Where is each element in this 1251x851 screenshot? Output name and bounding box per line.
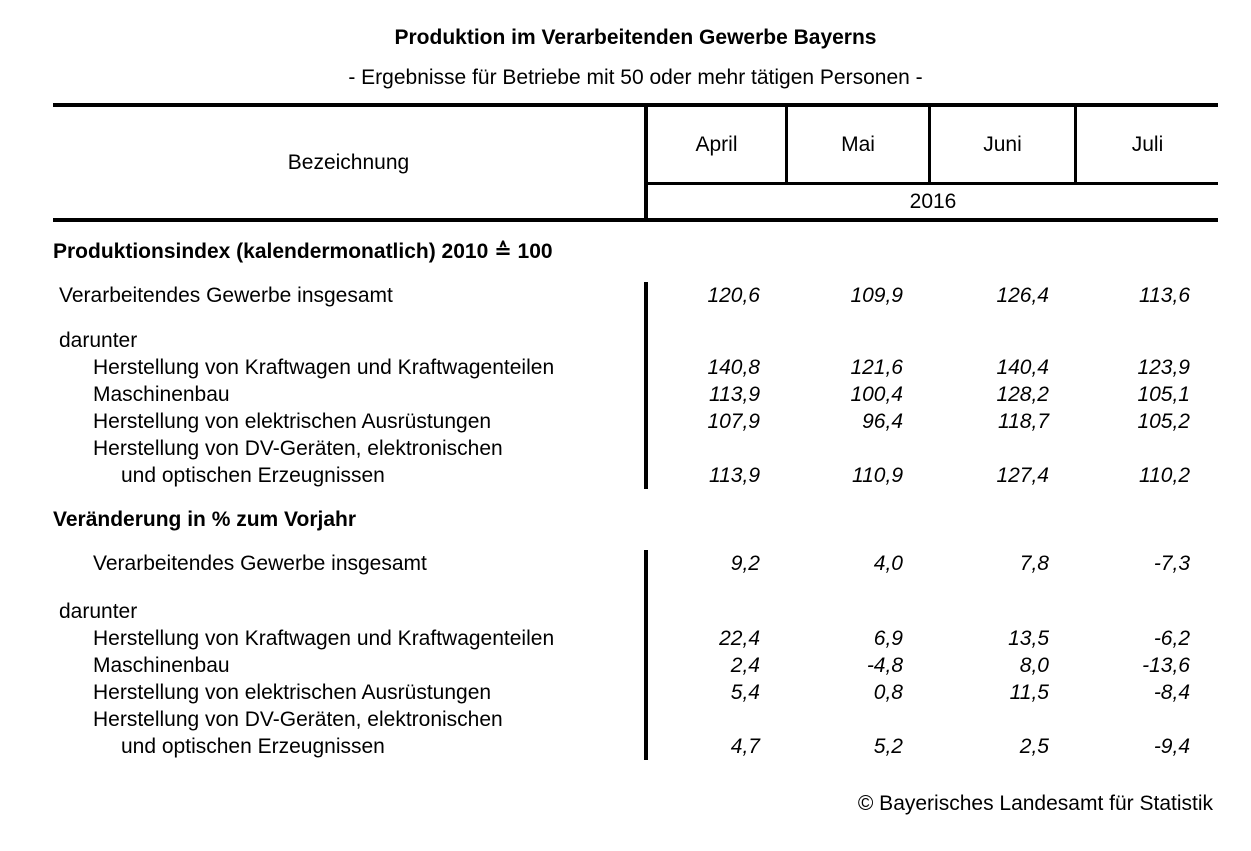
row-spacer-cell [53,309,648,327]
value-cell: 127,4 [996,464,1049,487]
section-body-veraenderung: Verarbeitendes Gewerbe insgesamt 9,2 4,0… [53,550,1218,764]
table-row: Maschinenbau 2,4 -4,8 8,0 -13,6 [53,652,1218,679]
value-cell: 4,0 [873,552,903,575]
table-row: Verarbeitendes Gewerbe insgesamt 9,2 4,0… [53,550,1218,577]
column-header-bezeichnung: Bezeichnung [53,107,648,218]
value-cell: 113,9 [709,383,760,406]
value-cell: 126,4 [996,284,1049,307]
row-spacer [53,309,1218,327]
value-cell: 107,9 [707,410,760,433]
value-cell: 140,8 [707,356,760,379]
value-cell: 8,0 [1019,654,1049,677]
value-cell: -7,3 [1153,552,1190,575]
table-row: Maschinenbau 113,9 100,4 128,2 105,1 [53,381,1218,408]
value-cell: 9,2 [730,552,760,575]
table-row: Herstellung von elektrischen Ausrüstunge… [53,679,1218,706]
row-label: Herstellung von DV-Geräten, elektronisch… [53,706,648,733]
table-row: darunter [53,598,1218,625]
value-cell: 105,2 [1137,410,1190,433]
value-cell: 13,5 [1008,627,1049,650]
table-header: Bezeichnung April Mai Juni Juli 2016 [53,103,1218,222]
month-header-group: April Mai Juni Juli 2016 [648,107,1218,218]
row-label: und optischen Erzeugnissen [53,462,648,489]
row-label: Herstellung von Kraftwagen und Kraftwage… [53,354,648,381]
value-cell: 2,4 [730,654,760,677]
report-subtitle: - Ergebnisse für Betriebe mit 50 oder me… [348,66,923,89]
row-label: Herstellung von elektrischen Ausrüstunge… [53,408,648,435]
value-cell: 96,4 [862,410,903,433]
value-cell: 7,8 [1019,552,1049,575]
value-cell: 140,4 [996,356,1049,379]
value-cell: 100,4 [850,383,903,406]
column-header-april: April [648,107,788,182]
row-spacer [53,577,1218,598]
value-cell: 11,5 [1009,681,1049,704]
column-header-mai: Mai [788,107,931,182]
row-label: Herstellung von Kraftwagen und Kraftwage… [53,625,648,652]
statistics-table: Bezeichnung April Mai Juni Juli 2016 Pro… [53,103,1218,764]
row-label: Maschinenbau [53,652,648,679]
row-label: Herstellung von elektrischen Ausrüstunge… [53,679,648,706]
value-cell: 5,4 [730,681,760,704]
table-row: Herstellung von DV-Geräten, elektronisch… [53,706,1218,733]
value-cell: 2,5 [1019,735,1049,758]
value-cell: 110,2 [1139,464,1190,487]
table-row: darunter [53,327,1218,354]
table-row: und optischen Erzeugnissen 4,7 5,2 2,5 -… [53,733,1218,760]
table-row: Verarbeitendes Gewerbe insgesamt 120,6 1… [53,282,1218,309]
table-row: und optischen Erzeugnissen 113,9 110,9 1… [53,462,1218,489]
table-row: Herstellung von Kraftwagen und Kraftwage… [53,625,1218,652]
row-label: Herstellung von DV-Geräten, elektronisch… [53,435,648,462]
value-cell: 105,1 [1137,383,1190,406]
value-cell: 120,6 [707,284,760,307]
table-row: Herstellung von Kraftwagen und Kraftwage… [53,354,1218,381]
row-label: und optischen Erzeugnissen [53,733,648,760]
value-cell: 6,9 [873,627,903,650]
value-cell: -13,6 [1142,654,1190,677]
value-cell: -4,8 [866,654,903,677]
value-cell: 5,2 [873,735,903,758]
value-cell: 113,6 [1139,284,1190,307]
value-cell: -6,2 [1153,627,1190,650]
column-header-juli: Juli [1131,133,1164,156]
row-label: Verarbeitendes Gewerbe insgesamt [53,550,648,577]
row-label: Verarbeitendes Gewerbe insgesamt [53,282,648,309]
value-cell: 22,4 [719,627,760,650]
value-cell: 123,9 [1137,356,1190,379]
section-title-veraenderung: Veränderung in % zum Vorjahr [53,508,357,531]
row-label: darunter [53,598,648,625]
value-cell: 0,8 [873,681,903,704]
report-title: Produktion im Verarbeitenden Gewerbe Bay… [394,26,877,49]
row-spacer-cell [53,577,648,598]
value-cell: -8,4 [1153,681,1190,704]
month-header-row: April Mai Juni Juli [648,107,1218,185]
copyright-notice: © Bayerisches Landesamt für Statistik [857,792,1213,815]
row-label: Maschinenbau [53,381,648,408]
section-title-produktionsindex: Produktionsindex (kalendermonatlich) 201… [53,240,553,263]
value-cell: 109,9 [850,284,903,307]
table-row: Herstellung von DV-Geräten, elektronisch… [53,435,1218,462]
section-body-produktionsindex: Verarbeitendes Gewerbe insgesamt 120,6 1… [53,282,1218,495]
value-cell: -9,4 [1153,735,1190,758]
value-cell: 110,9 [852,464,903,487]
value-cell: 4,7 [730,735,760,758]
value-cell: 128,2 [996,383,1049,406]
value-cell: 121,6 [850,356,903,379]
year-header: 2016 [909,190,957,213]
column-header-juni: Juni [931,107,1077,182]
value-cell: 113,9 [709,464,760,487]
row-label: darunter [53,327,648,354]
table-row: Herstellung von elektrischen Ausrüstunge… [53,408,1218,435]
value-cell: 118,7 [998,410,1049,433]
